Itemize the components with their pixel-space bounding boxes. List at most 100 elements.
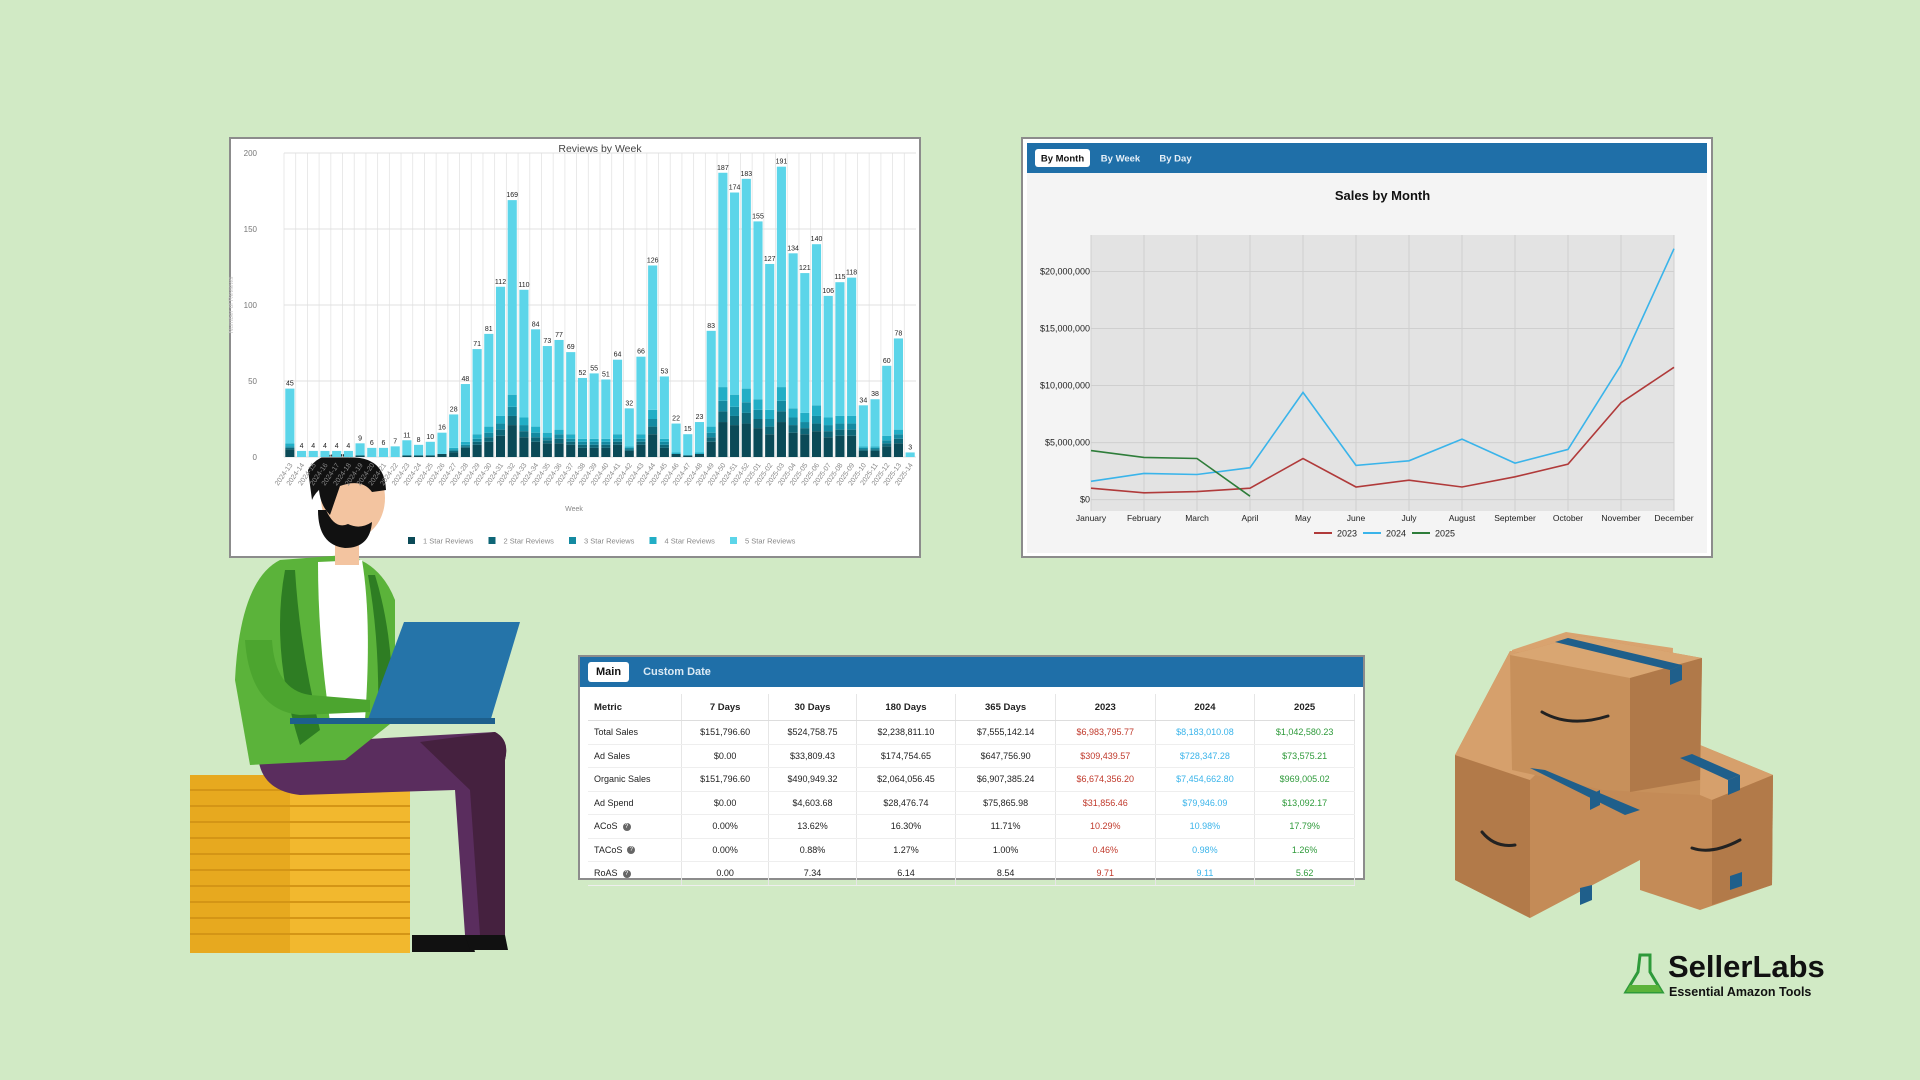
bar-segment bbox=[741, 402, 751, 413]
cell-text: $728,347.28 bbox=[1179, 750, 1230, 761]
bar-segment bbox=[788, 425, 798, 433]
cell-text: 6.14 bbox=[897, 868, 915, 879]
table-cell: $28,476.74 bbox=[856, 791, 957, 815]
bar-segment bbox=[858, 446, 868, 448]
x-axis-label: Week bbox=[565, 506, 583, 513]
cell-text: 0.88% bbox=[799, 844, 826, 855]
bar-segment bbox=[800, 428, 810, 435]
bar-segment bbox=[390, 446, 400, 457]
bar-segment bbox=[636, 441, 646, 445]
total-label: 115 bbox=[834, 274, 845, 281]
cell-text: 0.00% bbox=[712, 844, 738, 855]
cell-text: $1,042,580.23 bbox=[1275, 727, 1334, 738]
cell-text: $2,064,056.45 bbox=[877, 774, 935, 785]
table-cell: $969,005.02 bbox=[1254, 767, 1355, 792]
table-cell: $33,809.43 bbox=[768, 744, 857, 768]
bar-segment bbox=[811, 244, 822, 406]
bar-segment bbox=[648, 419, 658, 427]
table-cell: 1.27% bbox=[856, 838, 957, 862]
bar-segment bbox=[788, 432, 798, 457]
bar-segment bbox=[706, 437, 716, 442]
cell-text: Ad Spend bbox=[594, 797, 634, 808]
bar-segment bbox=[730, 192, 740, 395]
cell-text: $73,575.21 bbox=[1282, 750, 1328, 761]
help-icon[interactable]: ? bbox=[627, 846, 636, 855]
bar-segment bbox=[858, 447, 868, 450]
table-cell: $7,454,662.80 bbox=[1155, 767, 1256, 792]
series-line bbox=[1090, 366, 1675, 494]
bar-segment bbox=[800, 434, 810, 457]
total-label: 78 bbox=[895, 330, 903, 337]
legend-label: 2025 bbox=[1435, 529, 1455, 539]
total-label: 15 bbox=[684, 426, 692, 433]
bar-segment bbox=[776, 387, 786, 401]
table-cell: 10.98% bbox=[1155, 814, 1256, 839]
total-label: 52 bbox=[579, 370, 587, 377]
tab[interactable]: Custom Date bbox=[643, 666, 711, 678]
tab-bar: Main Custom Date bbox=[580, 657, 1363, 687]
bar-segment bbox=[671, 452, 681, 454]
total-label: 140 bbox=[811, 236, 823, 243]
table-cell: $6,674,356.20 bbox=[1055, 767, 1156, 792]
person-illustration bbox=[235, 454, 520, 952]
header-cell: 2023 bbox=[1055, 694, 1156, 721]
tab[interactable]: Main bbox=[588, 662, 630, 682]
help-icon[interactable]: ? bbox=[622, 822, 631, 831]
help-icon[interactable]: ? bbox=[622, 869, 631, 878]
table-cell: 16.30% bbox=[856, 814, 957, 839]
bar-segment bbox=[449, 449, 459, 451]
bar-segment bbox=[659, 441, 669, 445]
bar-segment bbox=[776, 411, 786, 423]
x-tick-label: March bbox=[1185, 513, 1209, 523]
table-cell: $6,983,795.77 bbox=[1055, 720, 1156, 745]
bar-segment bbox=[800, 273, 810, 413]
y-axis-label: Number of Reviews bbox=[228, 276, 235, 333]
total-label: 66 bbox=[637, 349, 645, 356]
cell-text: $79,946.09 bbox=[1182, 797, 1228, 808]
bar-segment bbox=[519, 437, 529, 457]
header-cell: 30 Days bbox=[768, 694, 857, 721]
bar-segment bbox=[495, 415, 506, 424]
bar-segment bbox=[320, 450, 330, 457]
bar-segment bbox=[753, 221, 763, 400]
x-tick-label: February bbox=[1127, 513, 1162, 523]
bar-segment bbox=[624, 449, 634, 451]
bar-segment bbox=[718, 411, 728, 423]
bar-segment bbox=[683, 455, 693, 457]
bar-segment bbox=[835, 282, 845, 416]
bar-segment bbox=[355, 443, 365, 456]
bar-segment bbox=[765, 426, 775, 435]
logo-tagline: Essential Amazon Tools bbox=[1669, 985, 1811, 999]
table-cell: 0.88% bbox=[768, 838, 857, 862]
legend-swatch bbox=[569, 537, 576, 544]
bar-segment bbox=[823, 425, 833, 432]
cell-text: $75,865.98 bbox=[983, 797, 1029, 808]
bar-segment bbox=[308, 450, 318, 457]
bar-segment bbox=[870, 447, 880, 450]
total-label: 28 bbox=[450, 406, 458, 413]
y-tick-label: 0 bbox=[253, 453, 258, 462]
table-cell: 11.71% bbox=[955, 814, 1056, 839]
table-cell: $6,907,385.24 bbox=[955, 767, 1056, 792]
total-label: 8 bbox=[417, 437, 421, 444]
bar-segment bbox=[484, 333, 494, 427]
bar-segment bbox=[835, 415, 845, 424]
cell-text: TACoS bbox=[594, 844, 623, 855]
table-cell: $79,946.09 bbox=[1155, 791, 1256, 815]
bar-segment bbox=[835, 429, 845, 436]
table-cell: ACoS? bbox=[588, 814, 682, 839]
bar-segment bbox=[601, 447, 611, 457]
bar-segment bbox=[648, 409, 658, 419]
total-label: 71 bbox=[473, 341, 481, 348]
table-cell: $75,865.98 bbox=[955, 791, 1056, 815]
table-cell: 1.00% bbox=[955, 838, 1056, 862]
header-cell: 7 Days bbox=[681, 694, 770, 721]
cell-text: Total Sales bbox=[594, 727, 639, 738]
y-tick-label: 150 bbox=[244, 225, 258, 234]
cell-text: 1.27% bbox=[893, 844, 919, 855]
bar-segment bbox=[776, 166, 786, 388]
bar-segment bbox=[542, 346, 552, 433]
bar-segment bbox=[519, 417, 529, 426]
bar-segment bbox=[285, 447, 295, 450]
